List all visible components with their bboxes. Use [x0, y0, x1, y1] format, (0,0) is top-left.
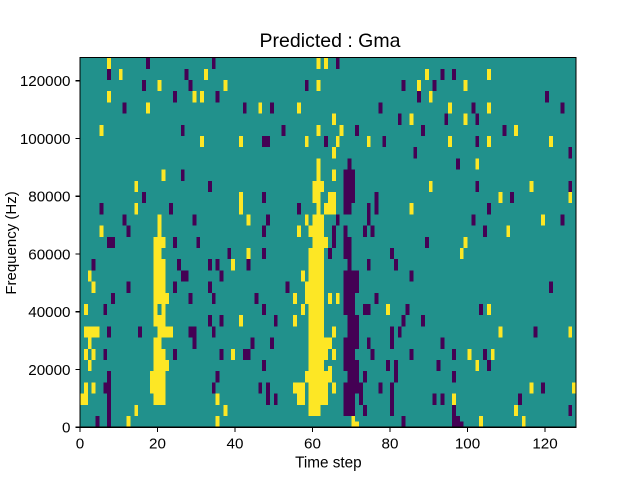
- svg-text:0: 0: [62, 420, 70, 437]
- svg-text:60000: 60000: [28, 246, 70, 263]
- svg-text:60: 60: [304, 436, 321, 453]
- svg-text:20000: 20000: [28, 362, 70, 379]
- svg-text:80000: 80000: [28, 189, 70, 206]
- svg-text:40: 40: [227, 436, 244, 453]
- svg-text:120000: 120000: [20, 73, 71, 90]
- svg-text:Frequency (Hz): Frequency (Hz): [3, 191, 20, 294]
- svg-text:Predicted : Gma: Predicted : Gma: [260, 30, 401, 52]
- svg-text:120: 120: [532, 436, 557, 453]
- svg-text:20: 20: [149, 436, 166, 453]
- svg-text:100000: 100000: [20, 131, 71, 148]
- svg-text:40000: 40000: [28, 304, 70, 321]
- svg-text:0: 0: [76, 436, 84, 453]
- svg-text:Time step: Time step: [295, 455, 362, 472]
- svg-text:80: 80: [382, 436, 399, 453]
- svg-text:100: 100: [455, 436, 480, 453]
